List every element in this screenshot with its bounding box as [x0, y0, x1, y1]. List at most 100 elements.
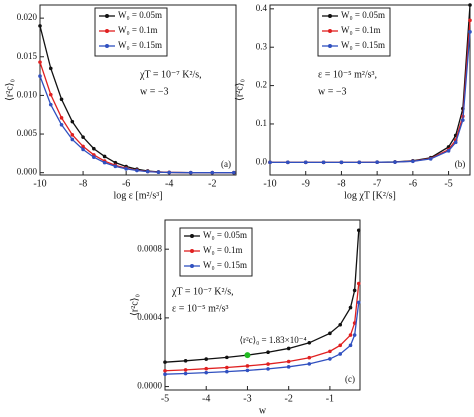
legend-marker: [190, 234, 194, 238]
x-tick-label: -8: [337, 178, 345, 189]
panel: -5 -4 -3 -2 -1 0.0000 0.0004 0.0008 w ⟨r²c⟩₀ W₀ = …: [129, 219, 361, 416]
data-point: [167, 170, 172, 175]
data-point: [210, 170, 215, 175]
panel: -10 -8 -6 -4 -2 0.000 0.005 0.010 0.015 0.020 log …: [4, 4, 237, 201]
y-tick-label: 0.0008: [137, 243, 162, 253]
data-point: [81, 144, 85, 149]
x-tick-label: -2: [285, 393, 293, 404]
data-point: [232, 170, 236, 175]
panel-label: (c): [345, 374, 355, 384]
y-tick-label: 0.005: [17, 128, 38, 138]
data-point: [81, 135, 85, 139]
data-point: [338, 322, 343, 327]
data-point: [266, 367, 270, 371]
legend-marker: [105, 44, 109, 48]
series-line: [39, 75, 234, 174]
data-point: [92, 146, 96, 151]
y-axis-label: ⟨r²c⟩₀: [129, 293, 140, 316]
data-point: [245, 368, 250, 373]
x-tick-label: -8: [79, 178, 87, 189]
data-point: [468, 18, 472, 23]
data-point: [183, 359, 188, 363]
data-point: [225, 369, 229, 374]
data-point: [357, 160, 362, 165]
x-tick-label: -4: [165, 178, 173, 189]
x-tick-label: -6: [409, 178, 417, 189]
data-point: [102, 154, 107, 159]
data-point: [48, 102, 53, 107]
legend-marker: [105, 14, 109, 18]
data-point: [70, 119, 75, 124]
legend-marker: [328, 29, 332, 33]
legend-marker: [328, 44, 332, 48]
data-point: [348, 343, 353, 348]
data-point: [303, 160, 308, 165]
data-point: [453, 140, 458, 145]
x-tick-label: -7: [373, 178, 381, 189]
data-point: [163, 372, 167, 377]
legend-label: W₀ = 0.1m: [341, 25, 380, 35]
y-tick-label: 0.015: [17, 51, 38, 61]
y-tick-label: 0.0004: [137, 312, 162, 322]
data-point: [321, 160, 326, 165]
series-line: [39, 61, 234, 174]
y-tick-label: 0.0000: [137, 381, 162, 391]
x-axis-label: w: [259, 405, 267, 416]
data-point: [348, 305, 353, 310]
x-tick-label: -10: [33, 178, 46, 189]
legend-label: W₀ = 0.05m: [341, 10, 385, 20]
data-point: [59, 122, 64, 127]
data-point: [352, 333, 357, 337]
legend-box: [94, 7, 168, 57]
data-point: [446, 149, 451, 153]
data-point: [348, 333, 353, 337]
data-point: [163, 368, 167, 373]
y-axis-label: ⟨r²c⟩₀: [234, 78, 245, 101]
data-point: [245, 364, 250, 368]
data-point: [338, 343, 343, 348]
annotation: w = −3: [140, 86, 169, 97]
y-tick-label: 0.4: [256, 3, 268, 13]
data-point: [38, 74, 42, 78]
data-point: [356, 281, 361, 286]
data-point: [375, 160, 379, 165]
data-point: [266, 362, 270, 366]
data-point: [59, 97, 64, 102]
data-point: [356, 228, 361, 233]
data-point: [70, 133, 75, 137]
data-point: [428, 157, 433, 161]
data-point: [204, 366, 209, 371]
data-point: [38, 60, 42, 64]
data-point: [38, 24, 42, 28]
data-point: [183, 371, 188, 376]
plot-frame: [164, 219, 361, 391]
data-point: [124, 167, 128, 171]
plot-frame: [269, 4, 471, 176]
x-tick-label: -5: [444, 178, 452, 189]
x-axis-label: log χT [K²/s]: [344, 190, 396, 201]
y-tick-label: 0.2: [256, 80, 267, 90]
data-point: [92, 155, 96, 160]
data-point: [461, 118, 465, 122]
legend-label: W₀ = 0.05m: [118, 10, 162, 20]
data-point: [286, 160, 290, 165]
legend-marker: [190, 264, 194, 268]
y-tick-label: 0.020: [17, 12, 38, 22]
plot-frame: [39, 4, 237, 176]
annotation: w = −3: [318, 86, 347, 97]
data-point: [156, 170, 161, 175]
x-tick-label: -4: [202, 393, 210, 404]
x-tick-label: -2: [208, 178, 216, 189]
annotation: χT = 10⁻⁷ K²/s,: [139, 69, 202, 80]
data-point: [286, 359, 291, 364]
data-point: [113, 160, 118, 165]
highlight-point: [244, 352, 251, 359]
y-axis-label: ⟨r²c⟩₀: [4, 78, 15, 101]
y-tick-label: 0.000: [17, 167, 38, 177]
x-axis-label: log ε [m²/s³]: [113, 190, 162, 201]
data-point: [328, 331, 332, 336]
data-point: [59, 116, 64, 120]
x-tick-label: -1: [326, 393, 334, 404]
data-point: [339, 160, 344, 165]
